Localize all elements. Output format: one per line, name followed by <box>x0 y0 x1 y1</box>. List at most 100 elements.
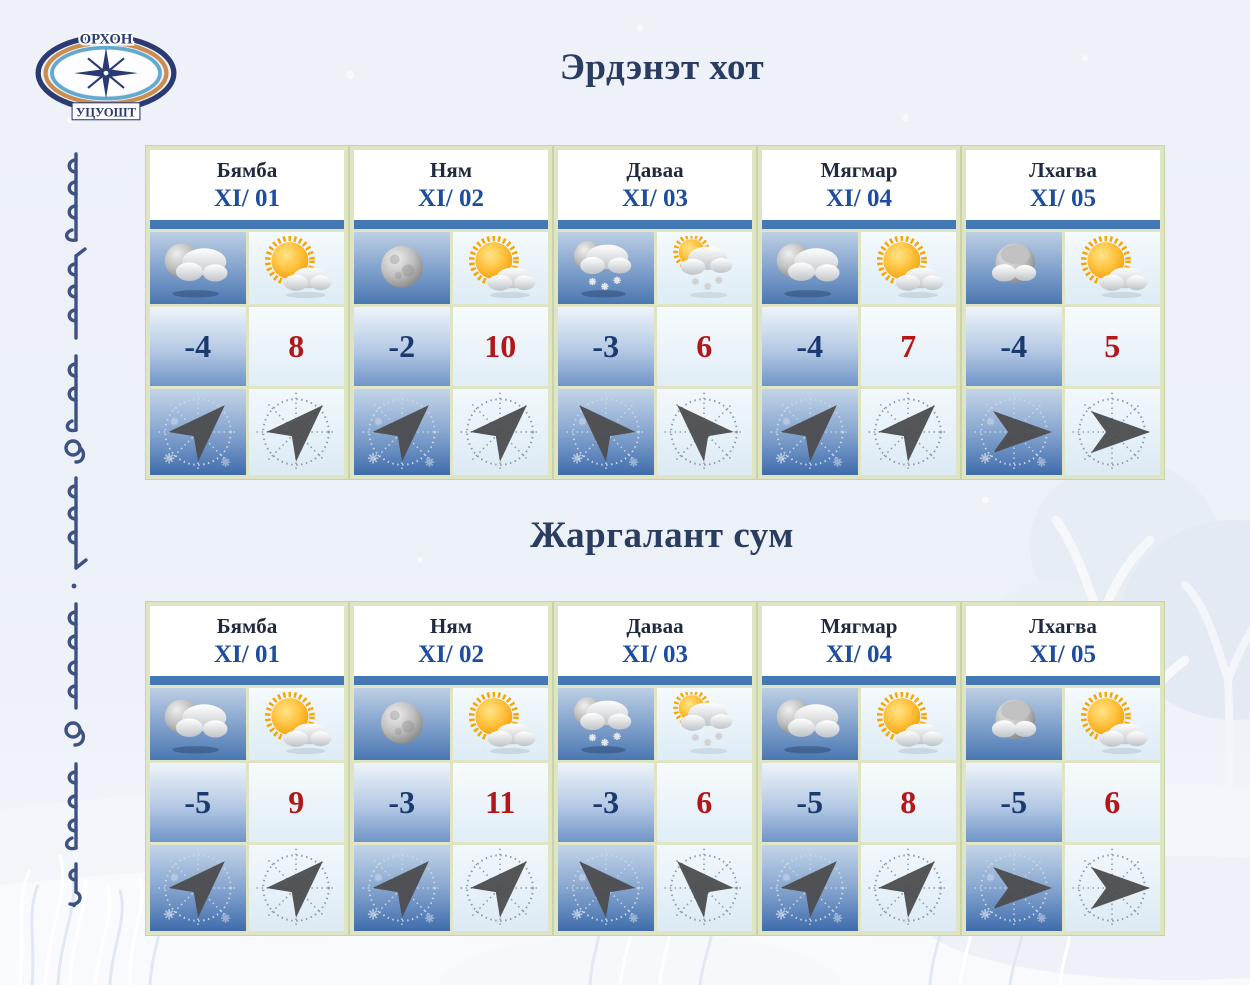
day-wind-cell <box>1064 389 1160 475</box>
weekday-label: Бямба <box>216 614 278 638</box>
wind-arrow <box>878 861 936 918</box>
wind-compass-icon <box>158 848 238 928</box>
wind-arrow <box>168 861 225 918</box>
day-forecast-card: Даваа XI/ 03 -3 6 <box>554 146 756 479</box>
weekday-label: Ням <box>430 158 472 182</box>
wind-arrow <box>878 405 936 462</box>
wind-arrow <box>578 861 636 918</box>
header-divider-bar <box>558 220 752 229</box>
day-temperature-value: 8 <box>248 307 344 386</box>
wind-compass-icon <box>770 392 850 472</box>
day-temperature-value: 11 <box>452 763 548 842</box>
wind-compass-icon <box>256 848 336 928</box>
weather-icon-sun-clouds <box>469 236 536 299</box>
day-temperature-value: 6 <box>656 307 752 386</box>
wind-arrow <box>677 405 734 462</box>
day-forecast-card: Мягмар XI/ 04 -5 8 <box>758 602 960 935</box>
wind-compass-icon <box>256 392 336 472</box>
wind-compass-icon <box>362 392 442 472</box>
day-temperature-value: 8 <box>860 763 956 842</box>
section-title-jargalant: Жаргалант сум <box>529 515 795 556</box>
mongolian-vertical-script <box>64 152 88 908</box>
weather-icon-sun-cloud-snow <box>673 236 733 299</box>
weather-icon-sun-clouds <box>1081 692 1148 755</box>
day-wind-cell <box>656 389 752 475</box>
night-temperature-value: -5 <box>150 763 246 842</box>
wind-arrow <box>266 405 324 462</box>
wind-compass-icon <box>974 848 1054 928</box>
night-temperature-value: -3 <box>558 763 654 842</box>
day-temperature-value: 6 <box>656 763 752 842</box>
day-weather-icon-cell <box>248 232 344 304</box>
night-weather-icon-cell <box>762 232 858 304</box>
weather-icon-cloudy <box>991 699 1036 739</box>
wind-arrow <box>470 861 528 918</box>
weather-icon-sun-clouds <box>1081 236 1148 299</box>
day-weather-icon-cell <box>1064 688 1160 760</box>
wind-compass-icon <box>664 392 744 472</box>
night-weather-icon-cell <box>966 232 1062 304</box>
forecast-cards-row-jargalant: Бямба XI/ 01 -5 9 Ням XI/ 02 -3 11 Даваа… <box>146 602 1164 935</box>
day-weather-icon-cell <box>452 688 548 760</box>
wind-arrow <box>780 405 837 462</box>
weather-icon-moon-clouds <box>776 243 840 298</box>
wind-compass-icon <box>1072 848 1152 928</box>
card-header: Лхагва XI/ 05 <box>966 606 1160 676</box>
night-wind-cell <box>558 845 654 931</box>
day-wind-cell <box>860 389 956 475</box>
weather-icon-sun-clouds <box>877 692 944 755</box>
night-wind-cell <box>558 389 654 475</box>
wind-arrow <box>677 861 734 918</box>
weather-icon-cloudy <box>991 243 1036 283</box>
night-weather-icon-cell <box>558 232 654 304</box>
day-temperature-value: 9 <box>248 763 344 842</box>
night-wind-cell <box>762 389 858 475</box>
night-temperature-value: -4 <box>966 307 1062 386</box>
header-divider-bar <box>150 676 344 685</box>
logo-top-text: ОРХОН <box>80 31 133 47</box>
wind-compass-icon <box>460 392 540 472</box>
section-title-erdenet: Эрдэнэт хот <box>559 47 765 88</box>
day-wind-cell <box>248 845 344 931</box>
card-header: Ням XI/ 02 <box>354 606 548 676</box>
weekday-label: Даваа <box>626 614 684 638</box>
weather-icon-sun-clouds <box>877 236 944 299</box>
wind-arrow <box>992 411 1052 453</box>
orkhon-ucuosht-logo: ОРХОН УЦУОШТ <box>35 29 177 121</box>
weather-icon-full-moon <box>380 245 423 288</box>
wind-arrow <box>1091 867 1151 909</box>
weather-icon-full-moon <box>380 701 423 744</box>
logo-bottom-text: УЦУОШТ <box>76 106 137 120</box>
wind-compass-icon <box>868 848 948 928</box>
night-weather-icon-cell <box>354 232 450 304</box>
night-weather-icon-cell <box>354 688 450 760</box>
day-wind-cell <box>452 389 548 475</box>
night-wind-cell <box>966 389 1062 475</box>
header-divider-bar <box>762 220 956 229</box>
night-weather-icon-cell <box>558 688 654 760</box>
weather-icon-sun-clouds <box>469 692 536 755</box>
date-label: XI/ 03 <box>622 641 688 668</box>
date-label: XI/ 05 <box>1030 641 1096 668</box>
night-wind-cell <box>966 845 1062 931</box>
weekday-label: Бямба <box>216 158 278 182</box>
weekday-label: Мягмар <box>820 158 898 182</box>
wind-compass-icon <box>1072 392 1152 472</box>
night-temperature-value: -2 <box>354 307 450 386</box>
wind-compass-icon <box>566 392 646 472</box>
day-forecast-card: Бямба XI/ 01 -5 9 <box>146 602 348 935</box>
night-wind-cell <box>354 845 450 931</box>
night-weather-icon-cell <box>150 232 246 304</box>
night-wind-cell <box>762 845 858 931</box>
card-header: Лхагва XI/ 05 <box>966 150 1160 220</box>
weather-icon-cloud-snow <box>573 696 631 754</box>
weather-icon-moon-clouds <box>164 243 228 298</box>
card-header: Мягмар XI/ 04 <box>762 150 956 220</box>
header-divider-bar <box>966 220 1160 229</box>
date-label: XI/ 02 <box>418 641 484 668</box>
day-wind-cell <box>1064 845 1160 931</box>
night-temperature-value: -5 <box>966 763 1062 842</box>
day-forecast-card: Лхагва XI/ 05 -5 6 <box>962 602 1164 935</box>
forecast-cards-row-erdenet: Бямба XI/ 01 -4 8 Ням XI/ 02 -2 10 Даваа… <box>146 146 1164 479</box>
weekday-label: Лхагва <box>1029 614 1097 638</box>
